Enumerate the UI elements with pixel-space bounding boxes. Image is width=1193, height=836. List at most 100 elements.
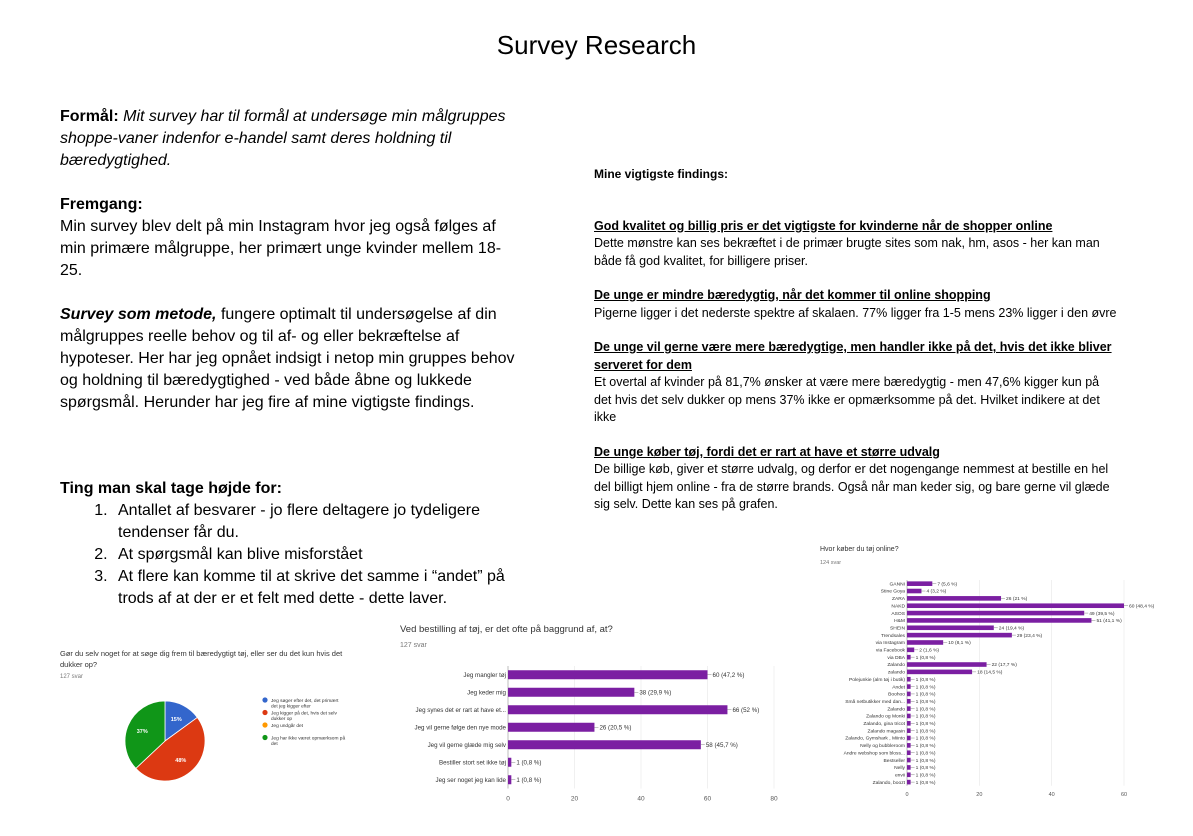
list-item: At spørgsmål kan blive misforstået: [112, 544, 520, 566]
data-label: 26 (21 %): [1006, 596, 1028, 602]
bar: [907, 596, 1002, 601]
category-label: via Facebook: [876, 648, 906, 654]
bar: [907, 779, 911, 785]
formaal-paragraph: Formål: Mit survey har til formål at und…: [60, 106, 520, 172]
bar: [907, 669, 973, 675]
bar: [907, 757, 911, 763]
chart-title: Hvor køber du tøj online?: [820, 546, 899, 553]
considerations-list: Antallet af besvarer - jo flere deltager…: [60, 500, 520, 610]
category-label: Jeg vil gerne glæde mig selv: [428, 742, 507, 749]
chart-subtitle: 127 svar: [400, 642, 427, 649]
chart-title: Gør du selv noget for at søge dig frem t…: [60, 649, 343, 669]
category-label: Zalando, gina tricot: [863, 721, 905, 727]
category-label: H&M: [894, 618, 905, 624]
tick-label: 20: [976, 792, 982, 798]
data-label: 1 (0,8 %): [516, 759, 541, 766]
bar: [907, 750, 911, 756]
reasons-bar-chart-card: Ved bestilling af tøj, er det ofte på ba…: [400, 624, 790, 804]
tick-label: 40: [1049, 792, 1055, 798]
slice-label: 15%: [171, 717, 182, 723]
category-label: Bestseller: [884, 758, 906, 764]
chart-subtitle: 124 svar: [820, 560, 842, 566]
data-label: 1 (0,8 %): [916, 758, 936, 764]
category-label: ASOS: [891, 611, 905, 617]
slice-label: 37%: [137, 729, 148, 735]
data-label: 60 (48,4 %): [1129, 603, 1155, 609]
data-label: 49 (39,5 %): [1089, 611, 1115, 617]
category-label: Zalando magasin: [867, 728, 905, 734]
legend-label: Jeg kigger på det, hvis det selv dukker o…: [271, 710, 337, 723]
tick-label: 60: [1121, 792, 1127, 798]
bar: [907, 618, 1092, 623]
bar: [907, 728, 911, 733]
pie-chart-card: Gør du selv noget for at søge dig frem t…: [60, 648, 380, 808]
bar: [907, 654, 911, 660]
finding-item: De unge køber tøj, fordi det er rart at …: [594, 444, 1119, 514]
findings-section: Mine vigtigste findings: God kvalitet og…: [594, 166, 1119, 531]
data-label: 1 (0,8 %): [916, 692, 936, 698]
category-label: zalando: [888, 670, 905, 676]
category-label: NAKD: [891, 603, 905, 609]
bar: [508, 705, 728, 715]
bar: [907, 610, 1085, 616]
finding-heading: De unge køber tøj, fordi det er rart at …: [594, 444, 940, 459]
category-label: Små netbutikker med dan...: [845, 698, 905, 705]
data-label: 51 (41,1 %): [1096, 618, 1122, 624]
bar: [907, 765, 911, 770]
data-label: 7 (5,6 %): [937, 581, 957, 587]
category-label: Jeg keder mig: [467, 689, 506, 696]
bar: [907, 713, 911, 719]
page-title: Survey Research: [496, 30, 697, 60]
bar: [907, 603, 1124, 609]
data-label: 1 (0,8 %): [916, 677, 936, 683]
category-label: Trendsales: [881, 633, 906, 639]
formaal-text: Mit survey har til formål at undersøge m…: [60, 108, 506, 169]
bar: [907, 632, 1012, 638]
category-label: GANNI: [890, 581, 906, 587]
bar: [907, 698, 911, 704]
category-label: Zalando: [887, 662, 905, 668]
data-label: 22 (17,7 %): [992, 662, 1018, 668]
list-item: Antallet af besvarer - jo flere deltager…: [112, 500, 520, 544]
slice-label: 48%: [175, 758, 186, 764]
data-label: 1 (0,8 %): [916, 780, 936, 786]
tick-label: 0: [905, 792, 908, 798]
data-label: 66 (52 %): [732, 707, 759, 714]
considerations-section: Ting man skal tage højde for: Antallet a…: [60, 478, 520, 610]
category-label: Jeg synes det er rart at have et...: [416, 707, 507, 714]
data-label: 1 (0,8 %): [516, 777, 541, 784]
category-label: Bestiller stort set ikke tøj: [439, 759, 506, 766]
data-label: 1 (0,8 %): [916, 706, 936, 712]
category-label: Nelly og bubbleroom: [860, 743, 905, 749]
fremgang-paragraph: Fremgang: Min survey blev delt på min In…: [60, 194, 520, 282]
data-label: 1 (0,8 %): [916, 721, 936, 727]
category-label: Boohoo: [888, 692, 905, 698]
tick-label: 0: [506, 796, 510, 803]
data-label: 38 (29,9 %): [639, 689, 671, 696]
data-label: 1 (0,8 %): [916, 728, 936, 734]
category-label: envii: [895, 772, 905, 778]
bar: [907, 662, 987, 667]
data-label: 1 (0,8 %): [916, 655, 936, 661]
legend-marker: [262, 722, 268, 728]
shops-bar-chart: 0 20 40 60 GANNI 7 (5,6 %) Stine Goya 4 (3,2 %)…: [844, 580, 1155, 798]
finding-item: God kvalitet og billig pris er det vigti…: [594, 218, 1119, 271]
bar: [907, 581, 933, 586]
bar: [907, 625, 994, 631]
data-label: 29 (23,4 %): [1017, 633, 1043, 639]
bar: [907, 772, 911, 778]
data-label: 1 (0,8 %): [916, 699, 936, 705]
category-label: via DBA: [887, 655, 905, 661]
tick-label: 60: [704, 796, 712, 803]
category-label: ZARA: [892, 596, 906, 602]
considerations-heading: Ting man skal tage højde for:: [60, 480, 282, 497]
finding-text: Dette mønstre kan ses bekræftet i de pri…: [594, 236, 1100, 268]
bar: [907, 691, 911, 697]
data-label: 58 (45,7 %): [706, 742, 738, 749]
category-label: Stine Goya: [881, 589, 905, 595]
data-label: 1 (0,8 %): [916, 765, 936, 771]
category-label: Nelly: [894, 765, 905, 771]
data-label: 24 (19,4 %): [999, 625, 1025, 631]
bar: [907, 743, 911, 748]
bar: [907, 721, 911, 726]
